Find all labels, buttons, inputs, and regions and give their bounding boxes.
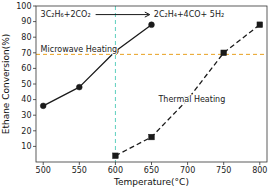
- tick-label: 80: [21, 33, 31, 42]
- series-line: [115, 25, 259, 156]
- axes: 500 550 600 650 700 750 800 10 20 30 40 50 60 70 80 90 1…: [16, 2, 267, 175]
- data-point: [76, 84, 82, 90]
- tick: [79, 162, 80, 165]
- tick: [151, 162, 152, 165]
- tick: [33, 115, 36, 116]
- tick: [33, 6, 36, 7]
- tick-label: 40: [21, 95, 31, 104]
- tick-label: 70: [21, 49, 31, 58]
- tick: [33, 37, 36, 38]
- reference-line: [115, 6, 116, 162]
- data-point: [221, 50, 227, 56]
- tick: [223, 162, 224, 165]
- tick: [33, 99, 36, 100]
- tick: [33, 146, 36, 147]
- tick: [43, 162, 44, 165]
- data-point: [149, 134, 155, 140]
- plot-data: [36, 6, 267, 162]
- plot-area: [36, 6, 267, 162]
- tick-label: 750: [216, 166, 231, 175]
- annotations: Microwave Heating Thermal Heating 3C₂H₆+2C…: [41, 10, 226, 104]
- series-label: Microwave Heating: [41, 45, 118, 54]
- tick-label: 90: [21, 17, 31, 26]
- reaction-arrow: [96, 12, 150, 17]
- tick-label: 20: [21, 127, 31, 136]
- data-point: [257, 22, 263, 28]
- chart: 500 550 600 650 700 750 800 10 20 30 40 50 60 70 80 90 1…: [0, 0, 275, 189]
- tick-label: 650: [144, 166, 159, 175]
- annotation: 2C₂H₄+4CO+ 5H₂: [154, 10, 224, 19]
- tick-label: 10: [21, 142, 31, 151]
- series-label: Thermal Heating: [157, 95, 225, 104]
- x-axis-label: Temperature(°C): [113, 177, 189, 187]
- tick-label: 100: [16, 2, 31, 11]
- tick-label: 700: [180, 166, 195, 175]
- tick-label: 800: [252, 166, 267, 175]
- tick-label: 600: [108, 166, 123, 175]
- arrow-shaft: [96, 14, 149, 15]
- tick: [187, 162, 188, 165]
- tick: [115, 162, 116, 165]
- tick: [33, 68, 36, 69]
- tick-label: 60: [21, 64, 31, 73]
- arrow-head: [145, 12, 150, 17]
- tick-label: 550: [72, 166, 87, 175]
- data-point: [149, 22, 155, 28]
- data-point: [113, 153, 119, 159]
- tick: [33, 130, 36, 131]
- data-point: [40, 103, 46, 109]
- plot-frame: [36, 6, 267, 162]
- series-line: [43, 25, 151, 106]
- tick-label: 50: [21, 80, 31, 89]
- y-axis-label: Ethane Conversion(%): [1, 34, 11, 135]
- tick: [259, 162, 260, 165]
- tick: [33, 21, 36, 22]
- annotation: 3C₂H₆+2CO₂: [41, 10, 91, 19]
- tick: [33, 84, 36, 85]
- tick-label: 30: [21, 111, 31, 120]
- tick: [33, 52, 36, 53]
- tick-label: 500: [36, 166, 51, 175]
